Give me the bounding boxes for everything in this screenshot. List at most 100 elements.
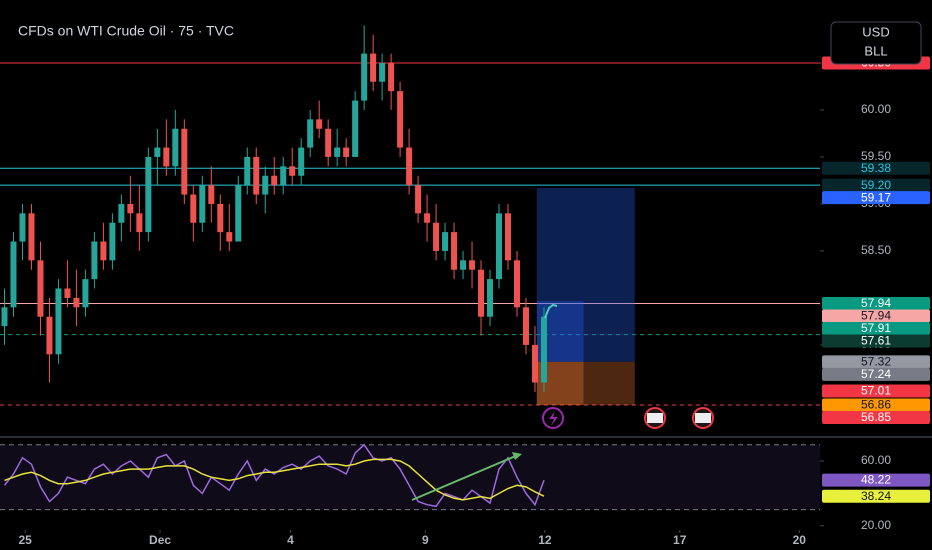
price-label (822, 191, 930, 205)
price-label-text: 56.85 (861, 410, 891, 424)
candle-body (1, 307, 8, 327)
price-label (822, 398, 930, 412)
price-label-text: 48.22 (861, 473, 891, 487)
candle-body (415, 185, 422, 214)
rsi-band (0, 444, 820, 510)
unit: BLL (864, 43, 887, 58)
candle-body (127, 203, 134, 214)
candle-body (82, 279, 89, 308)
candle-body (451, 232, 458, 270)
price-label (822, 411, 930, 425)
candle-body (442, 232, 449, 251)
price-label (822, 161, 930, 175)
price-label-text: 59.38 (861, 161, 891, 175)
y-tick-label: 59.50 (861, 149, 891, 163)
candle-body (433, 222, 440, 251)
candle-body (226, 232, 233, 242)
price-label-text: 38.24 (861, 489, 891, 503)
candle-body (136, 213, 143, 233)
candle-body (163, 147, 170, 167)
candle-body (505, 213, 512, 261)
candle-body (469, 260, 476, 270)
price-label (822, 489, 930, 503)
x-tick-label: 9 (422, 533, 429, 547)
currency: USD (862, 24, 889, 39)
candle-body (307, 119, 314, 148)
price-label-text: 57.91 (861, 321, 891, 335)
stop-zone (536, 361, 635, 406)
candle-body (487, 279, 494, 317)
candle-body (145, 156, 152, 233)
x-tick-label: 17 (673, 533, 687, 547)
candle-body (64, 288, 71, 298)
candle-body (325, 128, 332, 157)
lightning-icon (549, 411, 558, 426)
price-label-text: 59.20 (861, 178, 891, 192)
indicator-line (4, 458, 545, 501)
currency-box[interactable] (830, 21, 922, 65)
event-icon[interactable] (542, 407, 564, 429)
candle-body (460, 260, 467, 270)
x-tick-label: 12 (538, 533, 552, 547)
projection-line (544, 303, 558, 319)
candle-body (118, 203, 125, 223)
candle-body (199, 185, 206, 223)
price-label (822, 322, 930, 336)
candle-body (379, 62, 386, 82)
candle-body (37, 260, 44, 317)
price-label (822, 309, 930, 323)
candle-body (496, 213, 503, 280)
candle-body (181, 128, 188, 195)
price-label-text: 57.01 (861, 384, 891, 398)
candle-body (397, 91, 404, 148)
candle-body (19, 213, 26, 242)
candle-body (370, 53, 377, 82)
candle-body (352, 100, 359, 157)
candle-body (100, 241, 107, 261)
divergence-arrow (512, 452, 522, 460)
divergence-line (411, 454, 519, 501)
price-label (822, 384, 930, 398)
candle-body (154, 147, 161, 157)
candle-body (478, 269, 485, 317)
candle-body (73, 297, 80, 308)
candle-body (531, 344, 538, 383)
y-tick-label: 20.00 (861, 518, 891, 532)
candle-body (540, 316, 547, 383)
candle-body (244, 156, 251, 186)
price-label-text: 57.24 (861, 367, 891, 381)
x-tick-label: 4 (287, 533, 294, 547)
y-tick-label: 58.50 (861, 243, 891, 257)
candle-body (10, 241, 17, 308)
candle-body (343, 147, 350, 157)
price-label (822, 178, 930, 192)
price-label (822, 334, 930, 348)
price-label (822, 367, 930, 381)
candle-body (46, 316, 53, 355)
candle-body (208, 185, 215, 204)
candle-body (280, 166, 287, 186)
candle-body (55, 288, 62, 355)
candle-body (271, 175, 278, 186)
candle-body (235, 185, 242, 242)
price-label-text: 59.17 (861, 190, 891, 204)
candle-body (334, 147, 341, 157)
chart-title: CFDs on WTI Crude Oil · 75 · TVC (18, 23, 234, 39)
candle-body (361, 53, 368, 101)
candle-body (172, 128, 179, 167)
price-label (822, 297, 930, 311)
candle-body (298, 147, 305, 176)
candle-body (217, 203, 224, 233)
x-tick-label: 25 (18, 533, 32, 547)
candle-body (316, 119, 323, 129)
candle-body (513, 260, 520, 308)
candle-body (109, 222, 116, 261)
candle-body (253, 156, 260, 195)
flag (647, 413, 663, 423)
y-tick-label: 60.00 (861, 102, 891, 116)
price-label-text: 57.61 (861, 334, 891, 348)
candle-body (91, 241, 98, 280)
price-label-text: 57.94 (861, 296, 891, 310)
